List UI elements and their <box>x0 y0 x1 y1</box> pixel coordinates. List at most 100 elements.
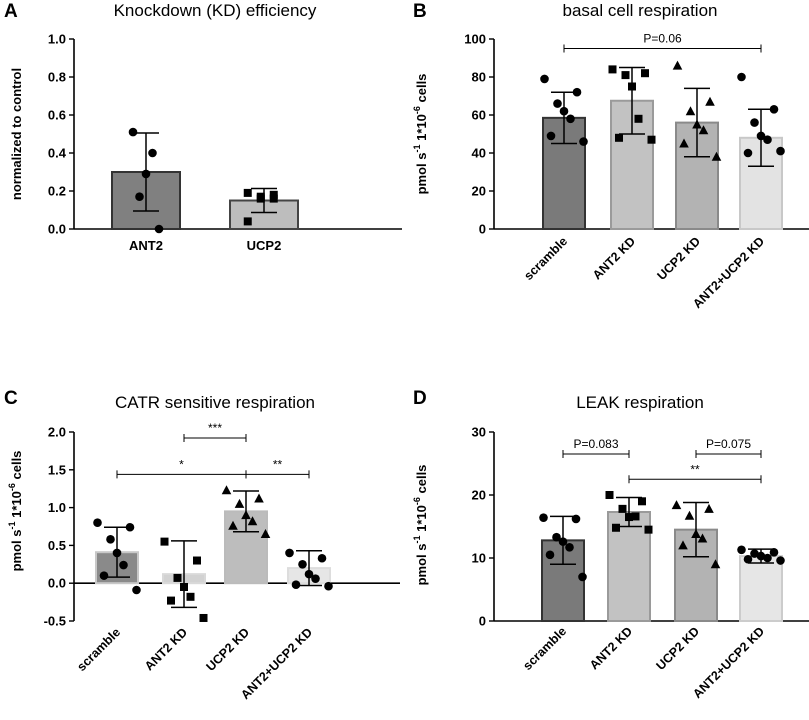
y-axis-label-c-sup2: -6 <box>7 483 17 491</box>
data-point-b-1-0 <box>609 65 617 73</box>
data-point-b-3-4 <box>763 135 772 144</box>
data-point-d-0-0 <box>539 513 548 522</box>
y-tick-label-d-3: 30 <box>472 425 486 440</box>
data-point-a-1-5 <box>244 217 252 225</box>
data-point-c-1-1 <box>193 557 201 565</box>
sig-label-c-0: *** <box>208 421 222 435</box>
data-point-c-1-6 <box>200 614 208 622</box>
chart-title-b: basal cell respiration <box>563 1 718 20</box>
panel-letter-b: B <box>413 1 427 22</box>
data-point-b-0-6 <box>579 137 588 146</box>
data-point-b-1-1 <box>641 69 649 77</box>
data-point-d-1-1 <box>638 497 646 505</box>
panel-letter-d: D <box>413 388 427 409</box>
y-tick-label-a-4: 0.8 <box>48 70 66 85</box>
data-point-b-0-5 <box>547 132 556 141</box>
sig-label-b-0: P=0.06 <box>643 32 682 46</box>
data-point-d-3-4 <box>763 554 772 563</box>
bar-d-3 <box>740 556 782 621</box>
y-axis-label-b-part3: cells <box>414 74 429 107</box>
y-axis-label-c-part1: pmol s <box>9 530 24 572</box>
data-point-b-1-4 <box>635 115 643 123</box>
data-point-c-1-0 <box>161 538 169 546</box>
x-tick-label-a-1: UCP2 <box>247 238 282 253</box>
data-point-c-1-5 <box>167 597 175 605</box>
y-tick-label-b-5: 100 <box>464 32 486 47</box>
data-point-d-1-6 <box>645 526 653 534</box>
data-point-d-1-5 <box>612 524 620 532</box>
y-tick-label-d-0: 0 <box>479 614 486 629</box>
y-axis-label-d: pmol s-1 1*10-6 cells <box>412 465 429 586</box>
y-axis-label-b-sup2: -6 <box>412 106 422 114</box>
data-point-c-0-2 <box>106 535 115 544</box>
data-point-b-1-5 <box>615 134 623 142</box>
data-point-b-1-2 <box>622 71 630 79</box>
data-point-c-0-4 <box>119 561 128 570</box>
y-tick-label-c-3: 1.0 <box>48 500 66 515</box>
data-point-c-3-6 <box>324 582 333 591</box>
y-tick-label-b-4: 80 <box>472 70 486 85</box>
y-tick-label-a-3: 0.6 <box>48 108 66 123</box>
y-axis-label-d-sup1: -1 <box>412 536 422 544</box>
y-axis-label-b-part2: 1*10 <box>414 114 429 144</box>
chart-title-c: CATR sensitive respiration <box>115 393 315 412</box>
data-point-c-3-1 <box>318 554 327 563</box>
sig-label-d-2: ** <box>690 462 700 476</box>
y-tick-label-b-0: 0 <box>479 222 486 237</box>
y-axis-label-b-sup1: -1 <box>412 145 422 153</box>
sig-label-d-0: P=0.083 <box>573 437 618 451</box>
data-point-a-0-0 <box>129 128 138 137</box>
y-axis-label-c: pmol s-1 1*10-6 cells <box>7 451 24 572</box>
data-point-b-0-2 <box>553 99 562 108</box>
y-axis-label-d-part3: cells <box>414 465 429 498</box>
data-point-a-0-1 <box>148 149 157 158</box>
y-tick-label-c-1: 0.0 <box>48 576 66 591</box>
y-tick-label-d-2: 20 <box>472 488 486 503</box>
chart-title-d: LEAK respiration <box>576 393 704 412</box>
data-point-d-1-4 <box>632 512 640 520</box>
y-tick-label-a-0: 0.0 <box>48 222 66 237</box>
data-point-b-3-5 <box>744 149 753 158</box>
figure: A B C D Knockdown (KD) efficiency basal … <box>0 0 809 720</box>
data-point-b-0-0 <box>540 75 549 84</box>
y-axis-label-c-sup1: -1 <box>7 522 17 530</box>
y-tick-label-c-0: -0.5 <box>44 614 66 629</box>
data-point-c-0-5 <box>100 571 109 580</box>
data-point-c-1-2 <box>174 574 182 582</box>
y-axis-label-d-part2: 1*10 <box>414 505 429 535</box>
panel-letter-a: A <box>4 1 18 22</box>
y-tick-label-b-2: 40 <box>472 146 486 161</box>
data-point-c-1-4 <box>187 593 195 601</box>
data-point-d-1-0 <box>606 491 614 499</box>
y-axis-label-b-part1: pmol s <box>414 153 429 195</box>
y-tick-label-a-5: 1.0 <box>48 32 66 47</box>
y-tick-label-b-1: 20 <box>472 184 486 199</box>
data-point-c-0-0 <box>93 518 102 527</box>
y-tick-label-c-2: 0.5 <box>48 538 66 553</box>
y-axis-label-d-sup2: -6 <box>412 497 422 505</box>
data-point-d-1-2 <box>619 505 627 513</box>
data-point-b-3-2 <box>750 118 759 127</box>
x-tick-label-a-0: ANT2 <box>129 238 163 253</box>
y-tick-label-a-2: 0.4 <box>48 146 67 161</box>
data-point-d-0-4 <box>565 543 574 552</box>
y-axis-label-c-part2: 1*10 <box>9 491 24 521</box>
y-tick-label-b-3: 60 <box>472 108 486 123</box>
data-point-d-3-5 <box>744 555 753 564</box>
data-point-a-1-4 <box>270 195 278 203</box>
data-point-a-0-4 <box>155 225 164 234</box>
data-point-a-1-0 <box>244 189 252 197</box>
data-point-c-3-5 <box>292 580 301 589</box>
data-point-d-3-0 <box>737 546 746 555</box>
y-axis-label-d-part1: pmol s <box>414 544 429 586</box>
data-point-d-0-5 <box>546 551 555 560</box>
data-point-c-3-2 <box>298 560 307 569</box>
data-point-b-3-0 <box>737 73 746 82</box>
data-point-c-3-0 <box>285 549 294 558</box>
y-axis-label-c-part3: cells <box>9 451 24 484</box>
y-axis-label-b: pmol s-1 1*10-6 cells <box>412 74 429 195</box>
data-point-d-0-6 <box>578 573 587 582</box>
y-tick-label-d-1: 10 <box>472 551 486 566</box>
sig-label-c-2: ** <box>273 457 283 471</box>
data-point-b-0-4 <box>566 115 575 124</box>
